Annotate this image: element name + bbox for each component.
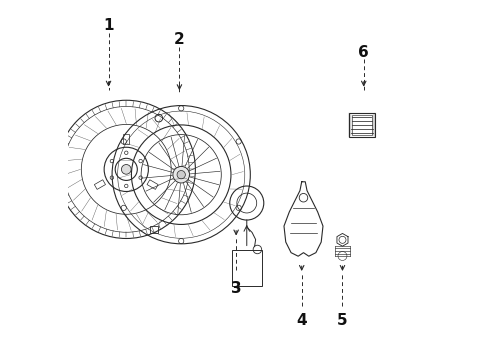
Text: 5: 5: [337, 312, 348, 328]
Bar: [351, 116, 372, 135]
Bar: [123, 134, 129, 144]
Text: 6: 6: [358, 45, 369, 60]
Text: 4: 4: [296, 312, 307, 328]
Bar: [95, 180, 105, 189]
Bar: [232, 250, 262, 285]
Text: 3: 3: [231, 280, 242, 296]
Circle shape: [173, 166, 190, 183]
Text: 2: 2: [174, 32, 185, 48]
Bar: [149, 226, 158, 233]
Text: 1: 1: [103, 18, 114, 33]
Circle shape: [122, 165, 131, 174]
Circle shape: [177, 171, 185, 179]
Bar: [147, 180, 158, 189]
Bar: [349, 113, 375, 138]
